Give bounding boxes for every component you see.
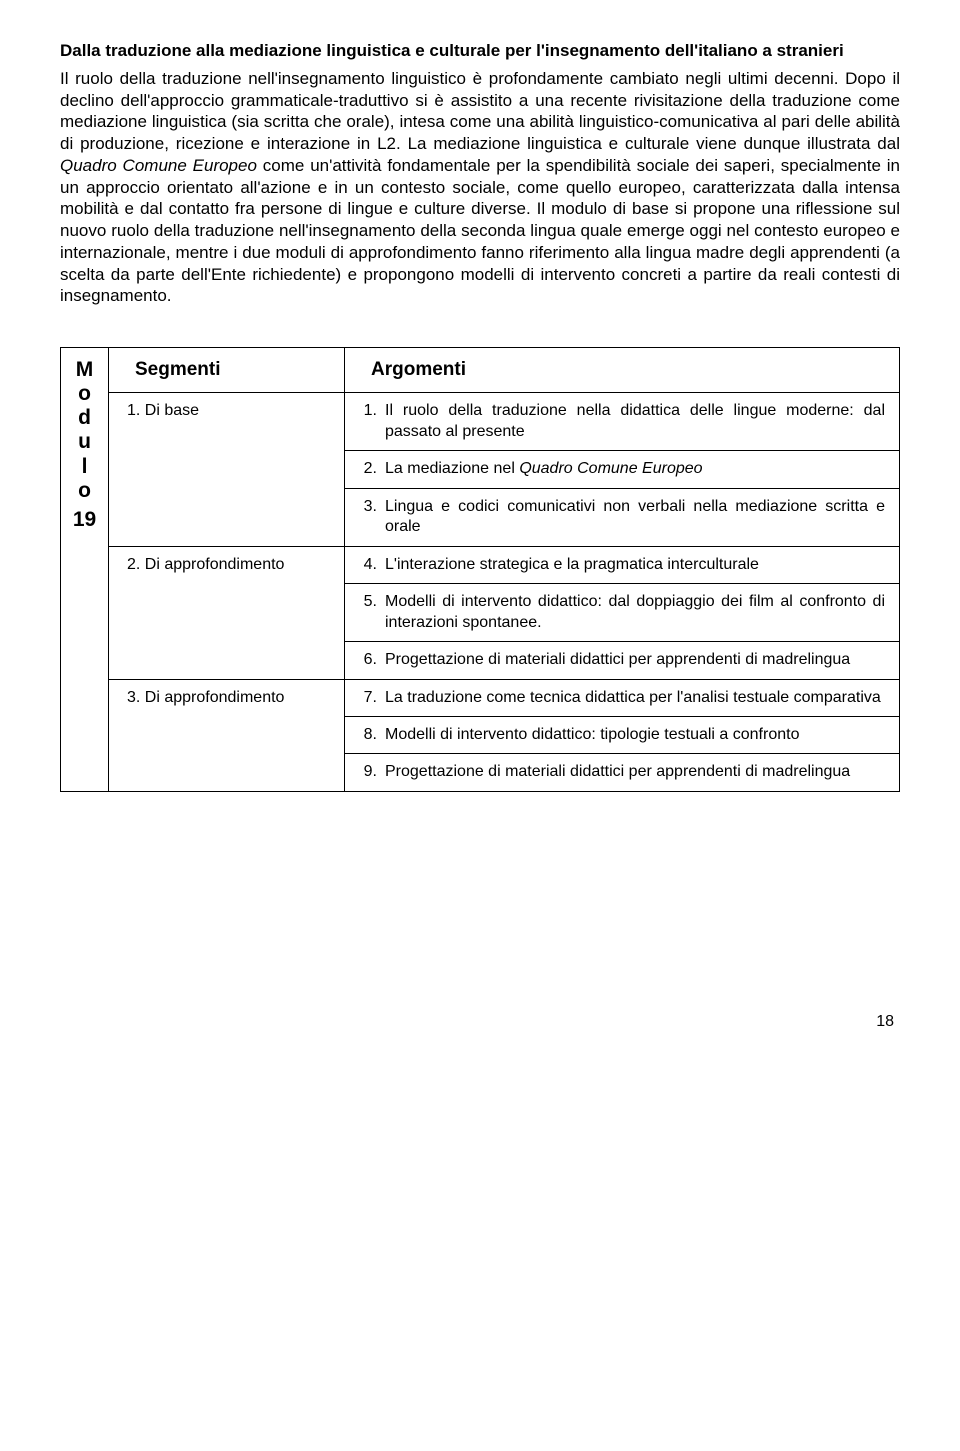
argument-cell: 1. Il ruolo della traduzione nella didat… bbox=[345, 393, 900, 451]
argument-cell: 4. L'interazione strategica e la pragmat… bbox=[345, 546, 900, 583]
module-letter: o bbox=[65, 382, 104, 406]
argument-cell: 7. La traduzione come tecnica didattica … bbox=[345, 679, 900, 716]
module-sidebar: M o d u l o 19 bbox=[61, 348, 109, 792]
arg-number: 9. bbox=[359, 762, 385, 782]
arg-number: 5. bbox=[359, 592, 385, 633]
module-label: M o d u l o bbox=[65, 358, 104, 503]
argomenti-header: Argomenti bbox=[345, 348, 900, 393]
arg-text: Il ruolo della traduzione nella didattic… bbox=[385, 401, 885, 442]
arg-number: 1. bbox=[359, 401, 385, 442]
argument-cell: 5. Modelli di intervento didattico: dal … bbox=[345, 584, 900, 642]
segment-cell: 3. Di approfondimento bbox=[109, 679, 345, 791]
segment-cell: 2. Di approfondimento bbox=[109, 546, 345, 679]
module-number: 19 bbox=[65, 507, 104, 534]
argument-cell: 9. Progettazione di materiali didattici … bbox=[345, 754, 900, 791]
arg-text: Progettazione di materiali didattici per… bbox=[385, 650, 885, 670]
arg-text: Progettazione di materiali didattici per… bbox=[385, 762, 885, 782]
argument-cell: 2. La mediazione nel Quadro Comune Europ… bbox=[345, 451, 900, 488]
argument-cell: 3. Lingua e codici comunicativi non verb… bbox=[345, 488, 900, 546]
page-number: 18 bbox=[60, 1012, 900, 1032]
segmenti-header: Segmenti bbox=[109, 348, 345, 393]
module-letter: l bbox=[65, 455, 104, 479]
arg-text: Lingua e codici comunicativi non verbali… bbox=[385, 497, 885, 538]
arg-number: 2. bbox=[359, 459, 385, 479]
argument-cell: 8. Modelli di intervento didattico: tipo… bbox=[345, 717, 900, 754]
argument-cell: 6. Progettazione di materiali didattici … bbox=[345, 642, 900, 679]
segment-cell: 1. Di base bbox=[109, 393, 345, 546]
arg-text: La mediazione nel Quadro Comune Europeo bbox=[385, 459, 885, 479]
module-table: M o d u l o 19 Segmenti Argomenti 1. Di … bbox=[60, 347, 900, 792]
document-title: Dalla traduzione alla mediazione linguis… bbox=[60, 40, 900, 62]
module-letter: d bbox=[65, 406, 104, 430]
arg-text: La traduzione come tecnica didattica per… bbox=[385, 688, 885, 708]
document-body: Il ruolo della traduzione nell'insegname… bbox=[60, 68, 900, 307]
arg-number: 3. bbox=[359, 497, 385, 538]
module-letter: M bbox=[65, 358, 104, 382]
arg-number: 4. bbox=[359, 555, 385, 575]
arg-text: Modelli di intervento didattico: dal dop… bbox=[385, 592, 885, 633]
arg-text: Modelli di intervento didattico: tipolog… bbox=[385, 725, 885, 745]
module-letter: o bbox=[65, 479, 104, 503]
arg-text: L'interazione strategica e la pragmatica… bbox=[385, 555, 885, 575]
arg-number: 7. bbox=[359, 688, 385, 708]
arg-number: 8. bbox=[359, 725, 385, 745]
module-letter: u bbox=[65, 430, 104, 454]
arg-number: 6. bbox=[359, 650, 385, 670]
